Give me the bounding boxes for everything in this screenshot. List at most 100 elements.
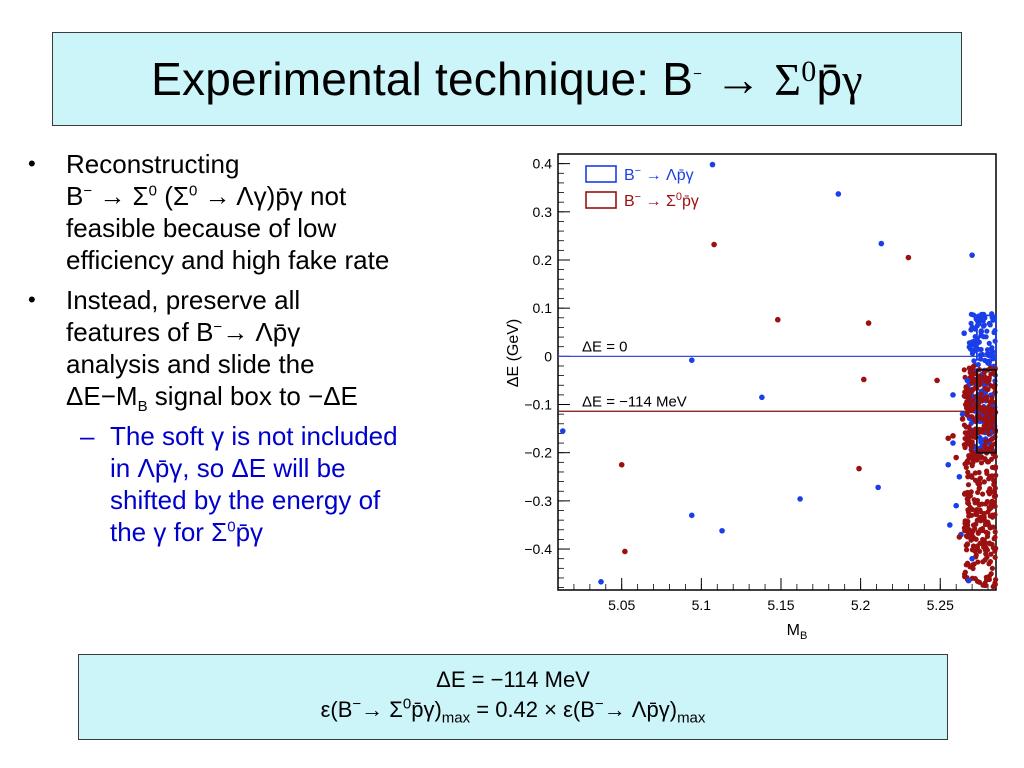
cluster-point-sigma <box>964 490 970 496</box>
cluster-point-sigma <box>966 453 972 459</box>
cluster-point-sigma <box>969 448 975 455</box>
cluster-point-sigma <box>979 527 985 533</box>
point-lambda <box>945 461 952 468</box>
point-sigma <box>865 320 872 326</box>
signal-box-1 <box>975 368 997 454</box>
cluster-point-lambda <box>970 338 977 345</box>
text-sup: − <box>594 695 604 713</box>
cluster-point-sigma <box>962 389 968 395</box>
legend-label-part: → Λp̄γ <box>641 167 693 184</box>
point-lambda <box>598 579 604 585</box>
point-sigma <box>905 254 912 261</box>
cluster-point-sigma <box>962 430 968 436</box>
sub-bullet-dash: – <box>80 421 95 451</box>
point-sigma <box>711 241 717 248</box>
cluster-point-sigma <box>992 529 998 535</box>
cluster-point-lambda <box>977 352 984 358</box>
cluster-point-sigma <box>991 477 997 483</box>
text-span: ε(B <box>320 697 353 722</box>
cluster-point-sigma <box>992 464 999 470</box>
text-sup: − <box>83 182 93 200</box>
legend-label-part: 0 <box>676 191 682 203</box>
cluster-point-sigma <box>992 554 998 560</box>
cluster-point-sigma <box>971 430 977 436</box>
cluster-point-sigma <box>983 396 989 402</box>
cluster-point-sigma <box>969 442 976 448</box>
cluster-point-sigma <box>990 418 996 424</box>
bullet-dot: • <box>28 151 36 176</box>
cluster-point-sigma <box>982 518 988 524</box>
y-tick-label: 0.4 <box>533 156 553 172</box>
title-pbar: p̄ <box>816 53 843 105</box>
cluster-point-sigma <box>969 547 975 553</box>
plot-frame <box>557 153 997 591</box>
point-sigma <box>774 316 781 323</box>
cluster-point-sigma <box>961 393 967 399</box>
cluster-point-sigma <box>982 547 988 553</box>
x-tick-label: 5.25 <box>927 597 954 613</box>
point-sigma <box>861 376 867 383</box>
legend-label-part: → Σ <box>641 193 676 210</box>
bullet-line: efficiency and high fake rate <box>66 245 390 275</box>
cluster-point-sigma <box>976 548 983 554</box>
cluster-point-sigma <box>966 394 973 400</box>
point-sigma <box>956 534 963 540</box>
text-sup: 0 <box>402 695 412 713</box>
cluster-point-sigma <box>981 513 987 519</box>
point-sigma <box>945 435 952 442</box>
point-lambda <box>961 330 967 337</box>
y-tick-label: −0.3 <box>524 493 552 509</box>
hline-label-shift: ΔE = −114 MeV <box>582 393 687 410</box>
cluster-point-sigma <box>969 380 975 386</box>
y-axis-label: ΔE (GeV) <box>505 319 522 387</box>
cluster-point-lambda <box>989 345 995 351</box>
text-span: p̄γ) <box>411 697 442 722</box>
cluster-point-sigma <box>972 470 978 476</box>
cluster-point-sigma <box>966 424 972 430</box>
point-lambda <box>709 161 716 168</box>
cluster-point-sigma <box>977 507 983 513</box>
cluster-point-sigma <box>992 534 998 540</box>
point-lambda <box>969 252 975 258</box>
x-tick-label: 5.05 <box>608 597 635 613</box>
cluster-point-sigma <box>969 536 975 542</box>
bullet-dot: • <box>28 287 36 312</box>
cluster-point-sigma <box>969 414 975 420</box>
cluster-point-sigma <box>978 391 984 397</box>
text-span: → Λp̄γ) <box>603 697 678 722</box>
point-lambda <box>835 191 842 197</box>
bullet-text-2: Instead, preserve all features of B−→ Λp… <box>66 284 358 414</box>
cluster-point-lambda <box>976 339 982 345</box>
cluster-point-lambda <box>966 340 972 346</box>
cluster-point-sigma <box>982 582 988 589</box>
point-lambda <box>959 411 966 417</box>
cluster-point-sigma <box>969 461 975 467</box>
point-lambda <box>953 502 959 509</box>
title-gamma: γ <box>842 54 863 105</box>
cluster-point-sigma <box>974 543 981 549</box>
cluster-point-sigma <box>980 541 986 547</box>
hline-label-zero: ΔE = 0 <box>582 338 627 355</box>
x-axis-label: MB <box>787 622 808 642</box>
cluster-point-sigma <box>986 561 992 567</box>
cluster-point-sigma <box>984 554 990 560</box>
legend-label-part: − <box>635 191 641 203</box>
cluster-point-lambda <box>968 311 974 317</box>
signal-box-0 <box>975 314 997 361</box>
cluster-point-sigma <box>966 513 972 519</box>
text-sub: max <box>441 709 471 727</box>
cluster-point-sigma <box>971 561 977 567</box>
point-lambda <box>759 394 765 401</box>
cluster-point-sigma <box>971 405 977 411</box>
cluster-point-sigma <box>972 525 978 532</box>
point-lambda <box>969 555 975 562</box>
cluster-point-sigma <box>976 469 982 476</box>
cluster-point-sigma <box>992 503 998 509</box>
cluster-point-sigma <box>992 493 999 499</box>
bullet-line: Instead, preserve all <box>66 285 301 315</box>
y-tick-label: 0.3 <box>533 204 553 220</box>
bullet-item-1: • Reconstructing B− → Σ0 (Σ0 → Λγ)p̄γ no… <box>28 148 498 276</box>
cluster-point-sigma <box>970 453 976 459</box>
bullet-line: ΔE−MB signal box to −ΔE <box>66 380 358 414</box>
cluster-point-sigma <box>980 491 986 497</box>
